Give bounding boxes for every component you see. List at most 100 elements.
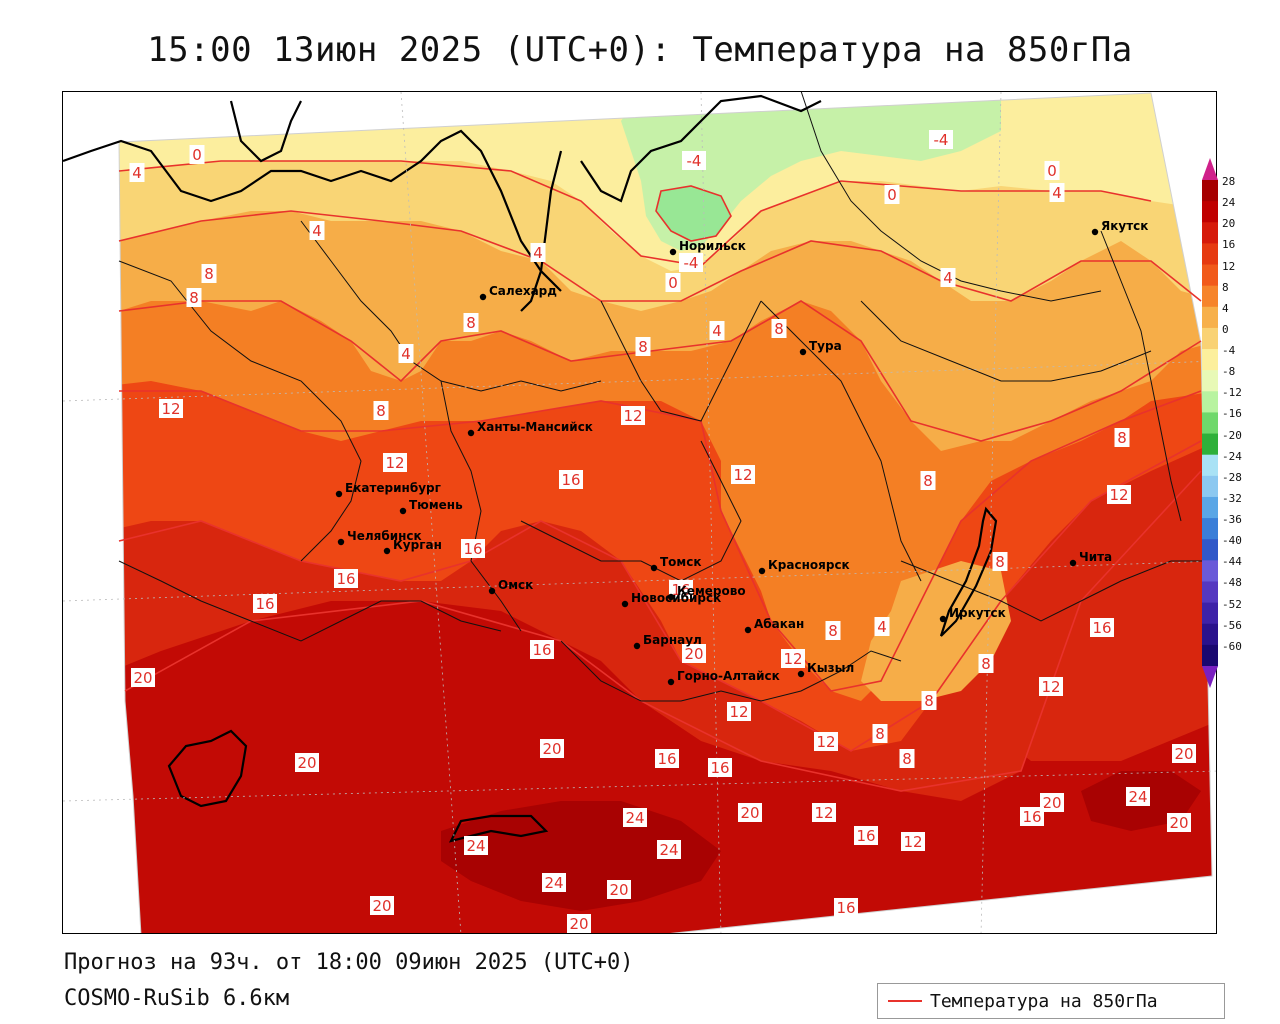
city-dot[interactable] [650,564,658,572]
isotherm-label: 0 [189,145,205,164]
colorbar-segment [1202,391,1218,413]
colorbar-segment [1202,349,1218,371]
city-dot[interactable] [758,567,766,575]
city-marker[interactable]: Салехард [479,284,557,301]
city-name: Ханты-Мансийск [477,420,593,434]
lake-balkhash [448,814,549,843]
isotherm-label: 4 [1049,183,1065,202]
isotherm-label: 16 [559,470,583,489]
city-marker[interactable]: Екатеринбург [335,481,441,498]
colorbar-tick-label: -28 [1222,470,1242,484]
isotherm-label-bg [669,580,693,599]
isotherm-label-bg [370,896,394,915]
isotherm-label: 8 [1114,428,1130,447]
city-marker[interactable]: Чита [1069,550,1112,567]
city-dot[interactable] [667,678,675,686]
city-name: Томск [660,555,702,569]
city-dot[interactable] [337,538,345,546]
city-marker[interactable]: Якутск [1091,219,1149,236]
city-dot[interactable] [399,507,407,515]
isotherm-label-bg [129,163,145,182]
isotherm-label: -4 [929,130,953,149]
isotherm-label-text: 16 [1022,808,1041,826]
city-dot[interactable] [799,348,807,356]
city-marker[interactable]: Тюмень [399,498,463,515]
isotherm-label-bg [814,732,838,751]
city-dot[interactable] [633,642,641,650]
colorbar-tick-label: 12 [1222,259,1236,273]
city-dot[interactable] [621,600,629,608]
city-dot[interactable] [667,593,675,601]
colorbar-segment [1202,644,1218,667]
city-marker[interactable]: Ханты-Мансийск [467,420,593,437]
isotherm-label-bg [655,749,679,768]
city-dot[interactable] [479,293,487,301]
isotherm-label: 12 [731,465,755,484]
city-dot[interactable] [744,626,752,634]
isotherm-label-text: 20 [297,754,316,772]
colorbar-segment [1202,623,1218,646]
colorbar-segment [1202,539,1218,561]
city-marker[interactable]: Кызыл [797,661,854,678]
city-dot[interactable] [669,248,677,256]
city-dot[interactable] [1069,559,1077,567]
city-dot[interactable] [383,547,391,555]
city-marker[interactable]: Кемерово [667,584,746,601]
city-marker[interactable]: Томск [650,555,702,572]
city-marker[interactable]: Новосибирск [621,591,721,608]
city-name: Барнаул [643,633,702,647]
isotherm-label: 16 [334,569,358,588]
isotherm-label: 16 [669,580,693,599]
isotherm-label: 8 [201,264,217,283]
isotherm-label: 8 [872,724,888,743]
city-name: Салехард [489,284,557,298]
isotherm-label-bg [530,640,554,659]
isotherm-label: 0 [665,273,681,292]
colorbar-scale [1202,158,1218,688]
city-marker[interactable]: Тура [799,339,842,356]
city-marker[interactable]: Горно-Алтайск [667,669,780,686]
colorbar-segment [1202,412,1218,435]
city-marker[interactable]: Красноярск [758,558,850,575]
isotherm-label-text: 0 [1047,162,1057,180]
zone-tm12 [656,186,731,241]
city-dot[interactable] [488,587,496,595]
isotherm-label-bg [530,243,546,262]
isotherm-label-bg [727,702,751,721]
city-marker[interactable]: Барнаул [633,633,702,650]
city-marker[interactable]: Норильск [669,239,746,256]
isotherm-label: 12 [781,649,805,668]
city-dot[interactable] [335,490,343,498]
colorbar-tick-label: -56 [1222,618,1242,632]
legend-isotherm-line [888,1000,922,1002]
city-dot[interactable] [467,429,475,437]
colorbar-tick-label: 20 [1222,217,1236,231]
isotherm-label-text: 8 [204,265,214,283]
isotherm-label-bg [1040,793,1064,812]
colorbar-bottom-arrow [1202,666,1218,688]
city-marker[interactable]: Курган [383,538,442,555]
isotherm-label: 24 [657,840,681,859]
isotherm-label-text: 24 [659,841,678,859]
isotherm-label-text: 4 [943,269,953,287]
city-marker[interactable]: Иркутск [939,606,1006,623]
colorbar-segment [1202,201,1218,223]
isotherm-label: 20 [607,880,631,899]
map-frame[interactable]: 0 4 -4 -4 0 0 4 4 4 -4 0 4 8 8 8 4 8 4 8 12 8 12 8 12 16 12 8 12 16 8… [62,91,1217,934]
city-dot[interactable] [939,615,947,623]
city-marker[interactable]: Челябинск [337,529,422,546]
city-dot[interactable] [1091,228,1099,236]
colorbar-segment [1202,560,1218,582]
isotherm-label-bg [901,832,925,851]
isotherm-label: 8 [920,471,936,490]
colorbar-tick-label: -32 [1222,491,1242,505]
isotherm-label: 20 [1040,793,1064,812]
city-marker[interactable]: Омск [488,578,533,595]
isotherm-label-bg [1049,183,1065,202]
isotherm-label-bg [334,569,358,588]
isotherm-label-bg [189,145,205,164]
city-dot[interactable] [797,670,805,678]
city-marker[interactable]: Абакан [744,617,804,634]
